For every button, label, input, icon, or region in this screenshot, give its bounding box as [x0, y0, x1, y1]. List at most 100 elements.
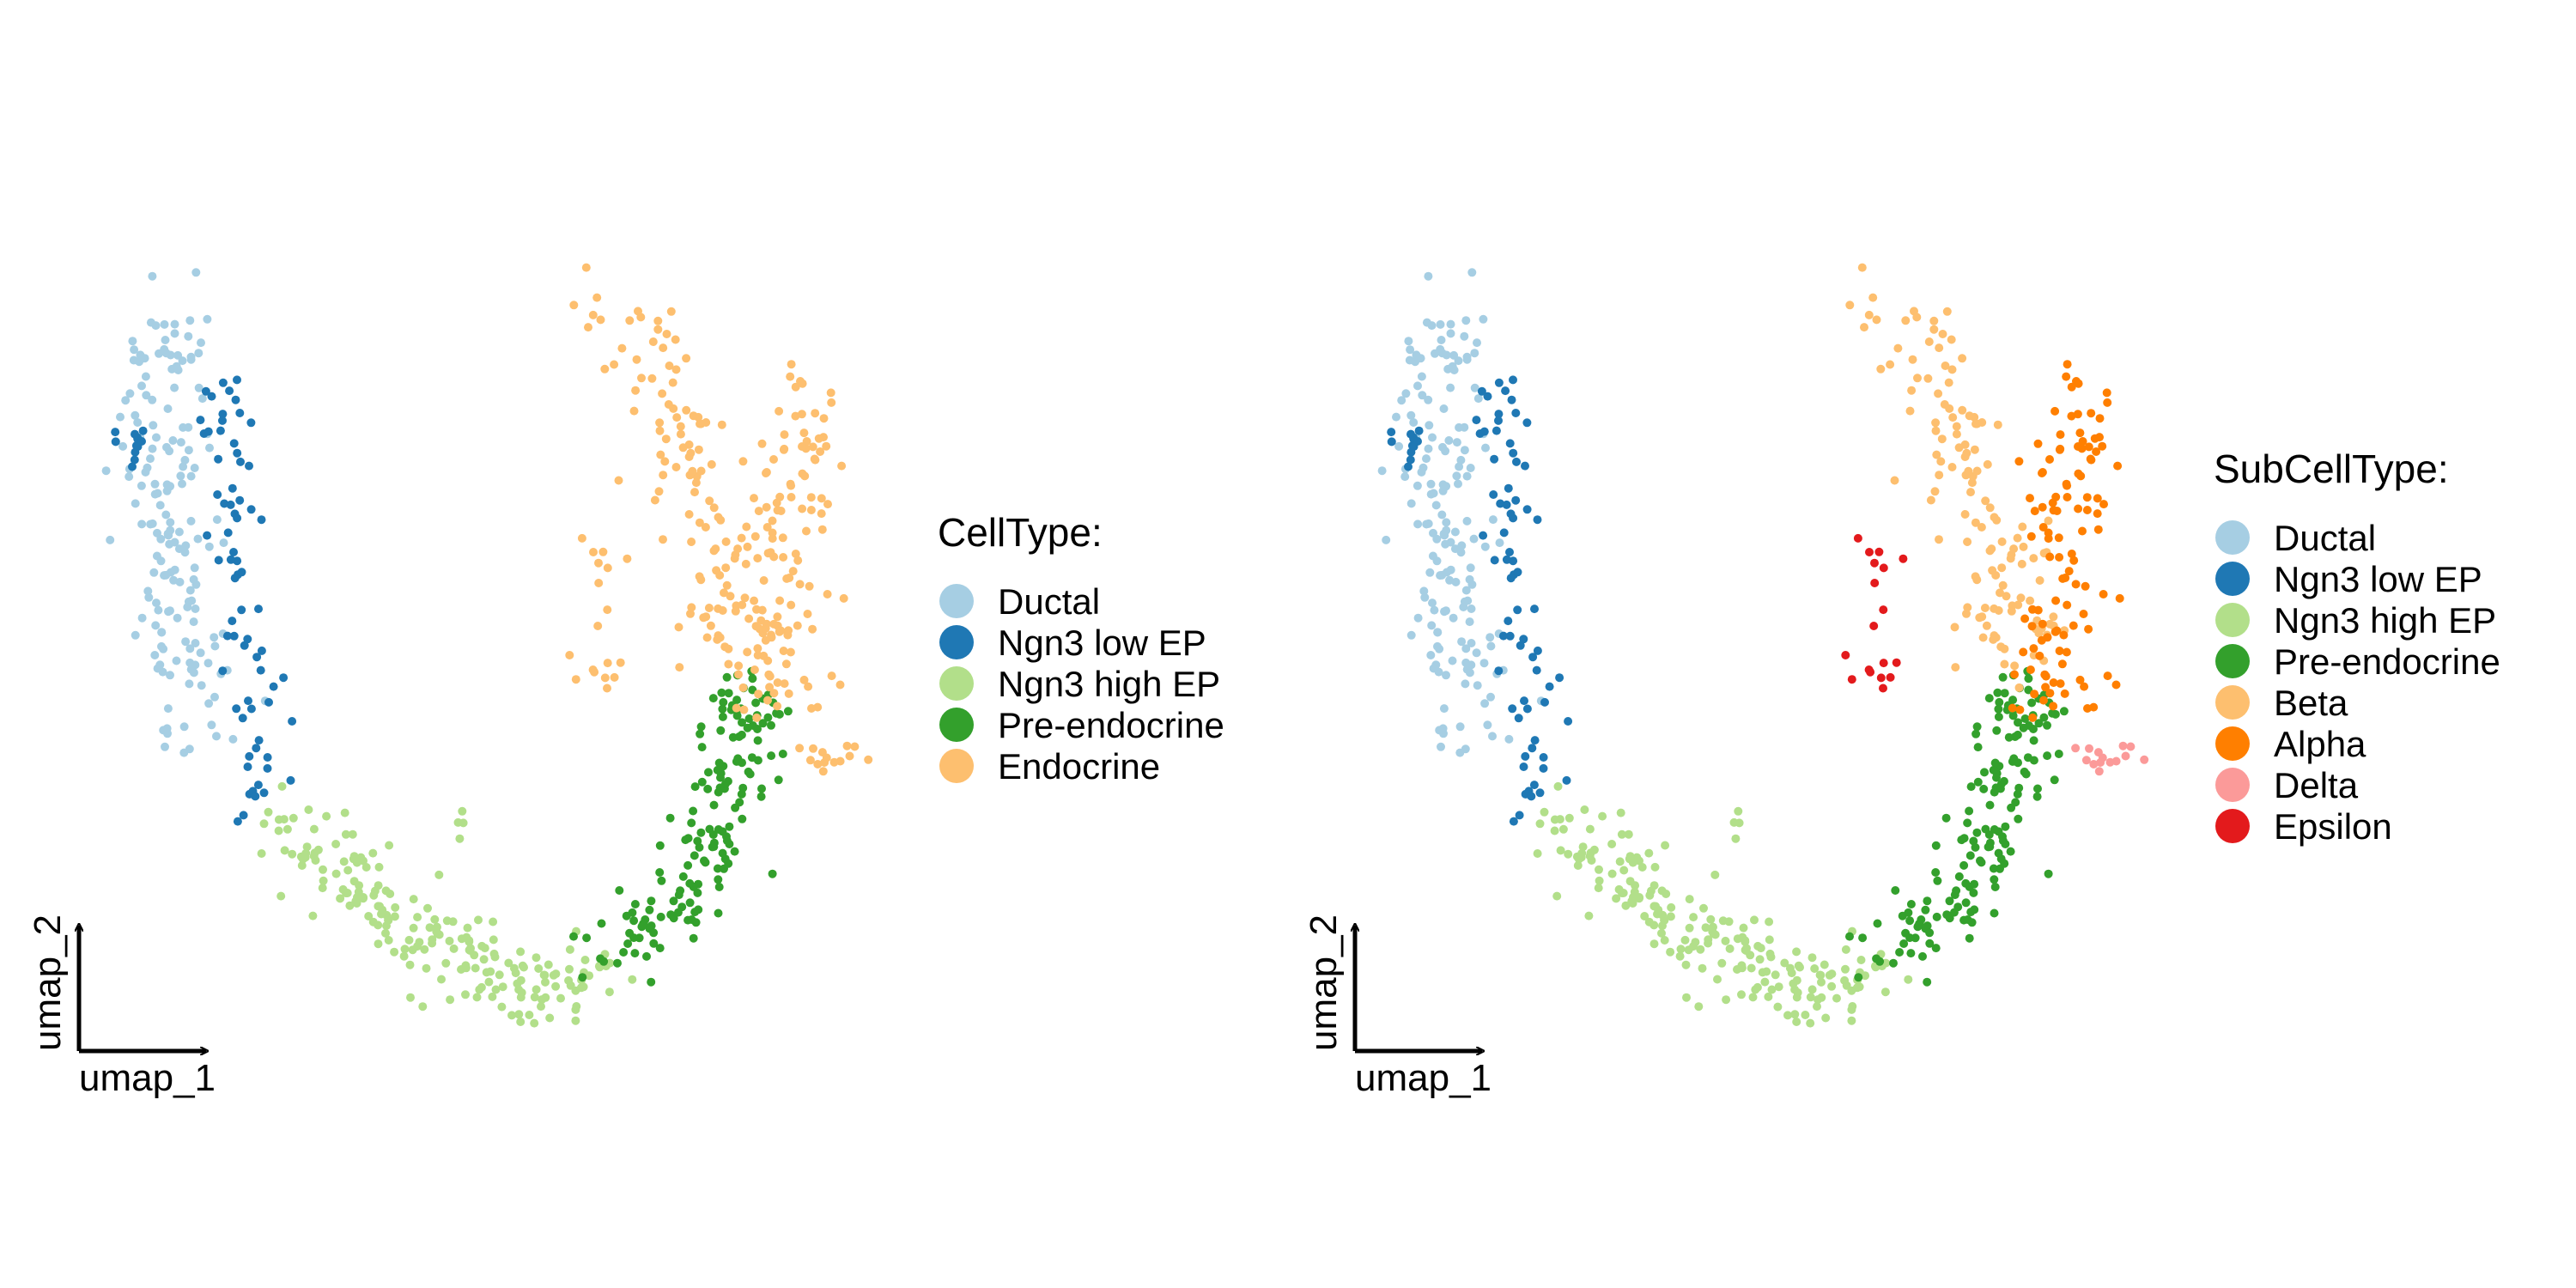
cell-point [259, 819, 269, 829]
cell-point [156, 534, 166, 544]
cell-point [133, 418, 143, 427]
cell-point [571, 675, 580, 684]
cell-point [1790, 1010, 1800, 1019]
cell-point [2055, 553, 2064, 562]
cell-point [1584, 911, 1594, 920]
cell-point [1825, 970, 1834, 980]
cell-point [1860, 323, 1868, 332]
cell-point [1684, 945, 1693, 955]
cell-point [619, 948, 629, 957]
cell-point [1873, 919, 1882, 928]
cell-point [263, 753, 272, 762]
cell-point [2051, 596, 2061, 605]
cell-point [718, 848, 727, 858]
cell-point [802, 526, 811, 536]
cell-point [288, 849, 297, 859]
cell-point [645, 905, 654, 914]
cell-point [1558, 824, 1568, 834]
cell-point [690, 851, 699, 860]
cell-point [674, 890, 683, 900]
cell-point [461, 961, 471, 970]
cell-point [820, 758, 829, 767]
cell-point [1616, 808, 1625, 817]
cell-point [1990, 883, 2000, 891]
cell-point [232, 704, 241, 714]
cell-point [806, 506, 816, 514]
cell-point [693, 888, 702, 897]
legend-swatch [2215, 685, 2250, 720]
cell-point [1413, 481, 1422, 490]
cell-point [1958, 354, 1967, 363]
cell-point [1817, 993, 1826, 1002]
cell-point [1810, 964, 1820, 973]
cell-point [1532, 665, 1541, 675]
cell-point [581, 263, 591, 272]
cell-point [1513, 568, 1522, 577]
cell-point [795, 580, 805, 589]
cell-point [754, 507, 763, 516]
cell-point [1748, 993, 1758, 1002]
cell-point [656, 912, 665, 921]
cell-point [1932, 450, 1941, 459]
cell-point [1841, 651, 1850, 659]
cell-point [1864, 310, 1874, 319]
cell-point [489, 917, 498, 927]
cell-point [1971, 518, 1980, 527]
cell-point [390, 912, 399, 921]
cell-point [695, 572, 704, 581]
cell-point [406, 993, 415, 1002]
cell-point [2118, 741, 2128, 750]
cell-point [2105, 757, 2115, 767]
cell-point [1681, 960, 1691, 969]
cell-point [629, 916, 639, 926]
cell-point [787, 600, 796, 610]
cell-point [240, 641, 249, 650]
cell-point [341, 829, 350, 839]
cell-point [2089, 760, 2099, 769]
cell-point [191, 605, 200, 613]
cell-point [225, 386, 234, 396]
cell-point [738, 683, 748, 692]
cell-point [2093, 494, 2102, 503]
cell-point [2069, 621, 2078, 630]
cell-point [689, 933, 698, 943]
cell-point [128, 337, 137, 346]
cell-point [214, 556, 223, 565]
cell-point [1890, 476, 1899, 485]
cell-point [628, 975, 637, 984]
legend-label: Pre-endocrine [998, 705, 1224, 745]
cell-point [600, 364, 610, 374]
cell-point [137, 519, 147, 529]
cell-point [297, 861, 307, 870]
cell-point [725, 840, 734, 848]
cell-point [2071, 744, 2081, 753]
cell-point [1646, 886, 1656, 896]
cell-point [759, 576, 769, 585]
cell-point [1419, 463, 1428, 472]
cell-point [1739, 923, 1748, 933]
cell-point [2014, 814, 2023, 823]
cell-point [791, 411, 800, 421]
cell-point [1691, 938, 1700, 947]
cell-point [1789, 979, 1798, 988]
cell-point [264, 807, 273, 817]
legend-entry: Ngn3 high EP [939, 664, 1220, 704]
cell-point [1490, 556, 1499, 565]
cell-point [738, 814, 747, 823]
cell-point [1952, 422, 1961, 431]
cell-point [245, 751, 254, 761]
cell-point [687, 915, 696, 924]
cell-point [1477, 386, 1486, 396]
cell-point [668, 378, 677, 387]
cell-point [2099, 590, 2108, 598]
cell-point [817, 509, 826, 519]
cell-point [708, 694, 718, 703]
cell-point [149, 568, 159, 577]
cell-point [1527, 792, 1536, 801]
cell-point [683, 860, 693, 870]
cell-point [1479, 314, 1488, 324]
cell-point [1496, 499, 1505, 508]
cell-point [757, 439, 767, 448]
cell-point [1801, 1011, 1810, 1019]
cell-point [2008, 703, 2017, 713]
